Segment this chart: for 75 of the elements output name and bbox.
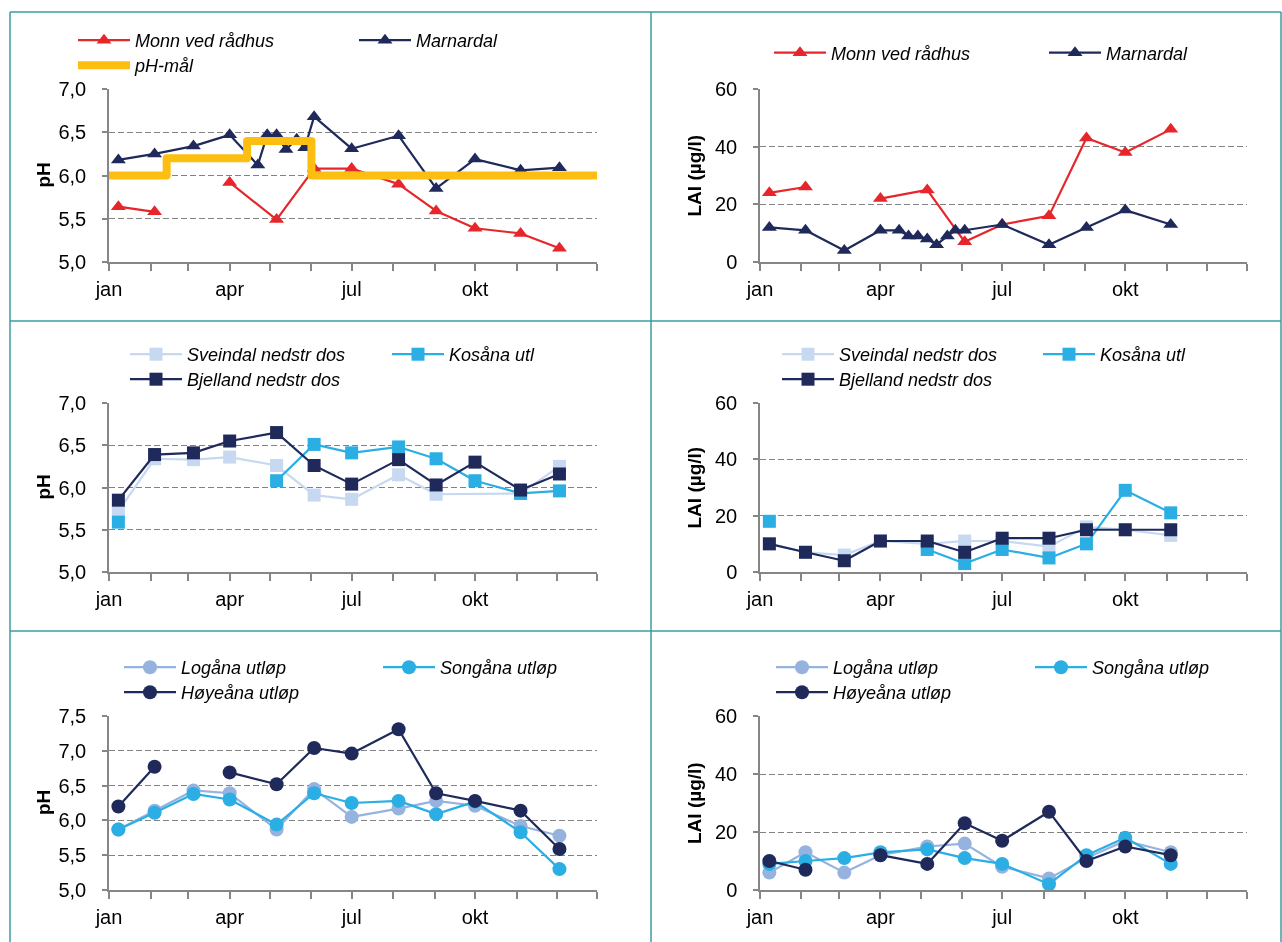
x-tick-label: jan xyxy=(94,905,123,928)
x-tick-label: okt xyxy=(461,277,489,300)
y-tick-label: 40 xyxy=(715,448,738,471)
x-tick-label: apr xyxy=(865,905,896,928)
legend-label: Bjelland nedstr dos xyxy=(839,370,993,391)
y-tick-label: 0 xyxy=(726,879,738,901)
y-tick-label: 60 xyxy=(715,705,738,727)
y-tick-label: 20 xyxy=(715,821,738,843)
x-tick-label: okt xyxy=(1111,587,1140,610)
legend-label: Sveindal nedstr dos xyxy=(187,345,346,366)
x-tick-label: okt xyxy=(461,587,489,610)
y-tick-label: 6,5 xyxy=(58,774,87,797)
y-tick-label: 7,0 xyxy=(58,392,87,414)
legend-label: Marnardal xyxy=(416,31,499,52)
y-tick-label: 40 xyxy=(715,763,738,785)
y-tick-label: 20 xyxy=(715,193,738,216)
y-axis-title: LAI (µg/l) xyxy=(683,134,705,217)
y-tick-label: 60 xyxy=(715,78,738,100)
x-tick-label: apr xyxy=(865,277,896,300)
y-tick-label: 5,5 xyxy=(58,207,87,230)
legend-label: Logåna utløp xyxy=(181,658,287,679)
x-tick-label: jul xyxy=(991,905,1013,928)
y-tick-label: 20 xyxy=(715,504,738,527)
y-tick-label: 7,5 xyxy=(58,705,87,727)
legend-label: Kosåna utl xyxy=(449,345,536,366)
legend-label: Monn ved rådhus xyxy=(135,31,275,52)
legend-label: Høyeåna utløp xyxy=(181,683,300,704)
y-axis-title: LAI (µg/l) xyxy=(684,762,705,844)
legend-label: Songåna utløp xyxy=(1092,658,1210,679)
legend-label: Bjelland nedstr dos xyxy=(187,370,341,391)
y-tick-label: 6,0 xyxy=(58,164,87,187)
x-tick-label: jan xyxy=(745,905,774,928)
x-tick-label: okt xyxy=(1111,905,1140,928)
legend-label: pH-mål xyxy=(134,56,195,77)
y-tick-label: 6,0 xyxy=(58,476,87,499)
y-axis-title: LAI (µg/l) xyxy=(683,446,705,529)
x-tick-label: jan xyxy=(94,587,123,610)
y-axis-title: pH xyxy=(33,789,54,815)
legend-label: Songåna utløp xyxy=(440,658,558,679)
y-axis-title: pH xyxy=(32,162,54,188)
y-tick-label: 6,5 xyxy=(58,434,87,457)
x-tick-label: apr xyxy=(865,587,896,610)
legend-label: Sveindal nedstr dos xyxy=(839,345,998,366)
legend-label: Marnardal xyxy=(1106,43,1189,64)
y-tick-label: 60 xyxy=(715,392,738,414)
x-tick-label: apr xyxy=(215,277,245,300)
legend-label: Logåna utløp xyxy=(833,658,939,679)
y-tick-label: 0 xyxy=(726,251,738,273)
x-tick-label: jul xyxy=(340,587,362,610)
x-tick-label: jul xyxy=(340,277,362,300)
x-tick-label: jul xyxy=(991,587,1013,610)
x-tick-label: jul xyxy=(991,277,1013,300)
y-tick-label: 7,0 xyxy=(58,739,87,762)
y-tick-label: 5,0 xyxy=(58,561,87,583)
x-tick-label: jan xyxy=(94,277,123,300)
x-tick-label: jan xyxy=(745,277,774,300)
y-tick-label: 5,5 xyxy=(58,844,87,867)
x-tick-label: apr xyxy=(215,587,245,610)
y-tick-label: 0 xyxy=(726,561,738,583)
legend-label: Monn ved rådhus xyxy=(831,43,971,64)
legend-label: Kosåna utl xyxy=(1100,345,1187,366)
x-tick-label: okt xyxy=(1111,277,1140,300)
y-tick-label: 7,0 xyxy=(58,78,87,100)
legend-label: Høyeåna utløp xyxy=(833,683,952,704)
y-tick-label: 40 xyxy=(715,135,738,158)
y-tick-label: 5,0 xyxy=(58,879,87,901)
y-tick-label: 5,5 xyxy=(58,518,87,541)
x-tick-label: apr xyxy=(215,905,245,928)
y-tick-label: 6,5 xyxy=(58,121,87,144)
y-tick-label: 6,0 xyxy=(58,809,87,832)
y-axis-title: pH xyxy=(32,474,54,500)
x-tick-label: okt xyxy=(461,905,489,928)
y-tick-label: 5,0 xyxy=(58,251,87,273)
x-tick-label: jan xyxy=(745,587,774,610)
x-tick-label: jul xyxy=(340,905,362,928)
